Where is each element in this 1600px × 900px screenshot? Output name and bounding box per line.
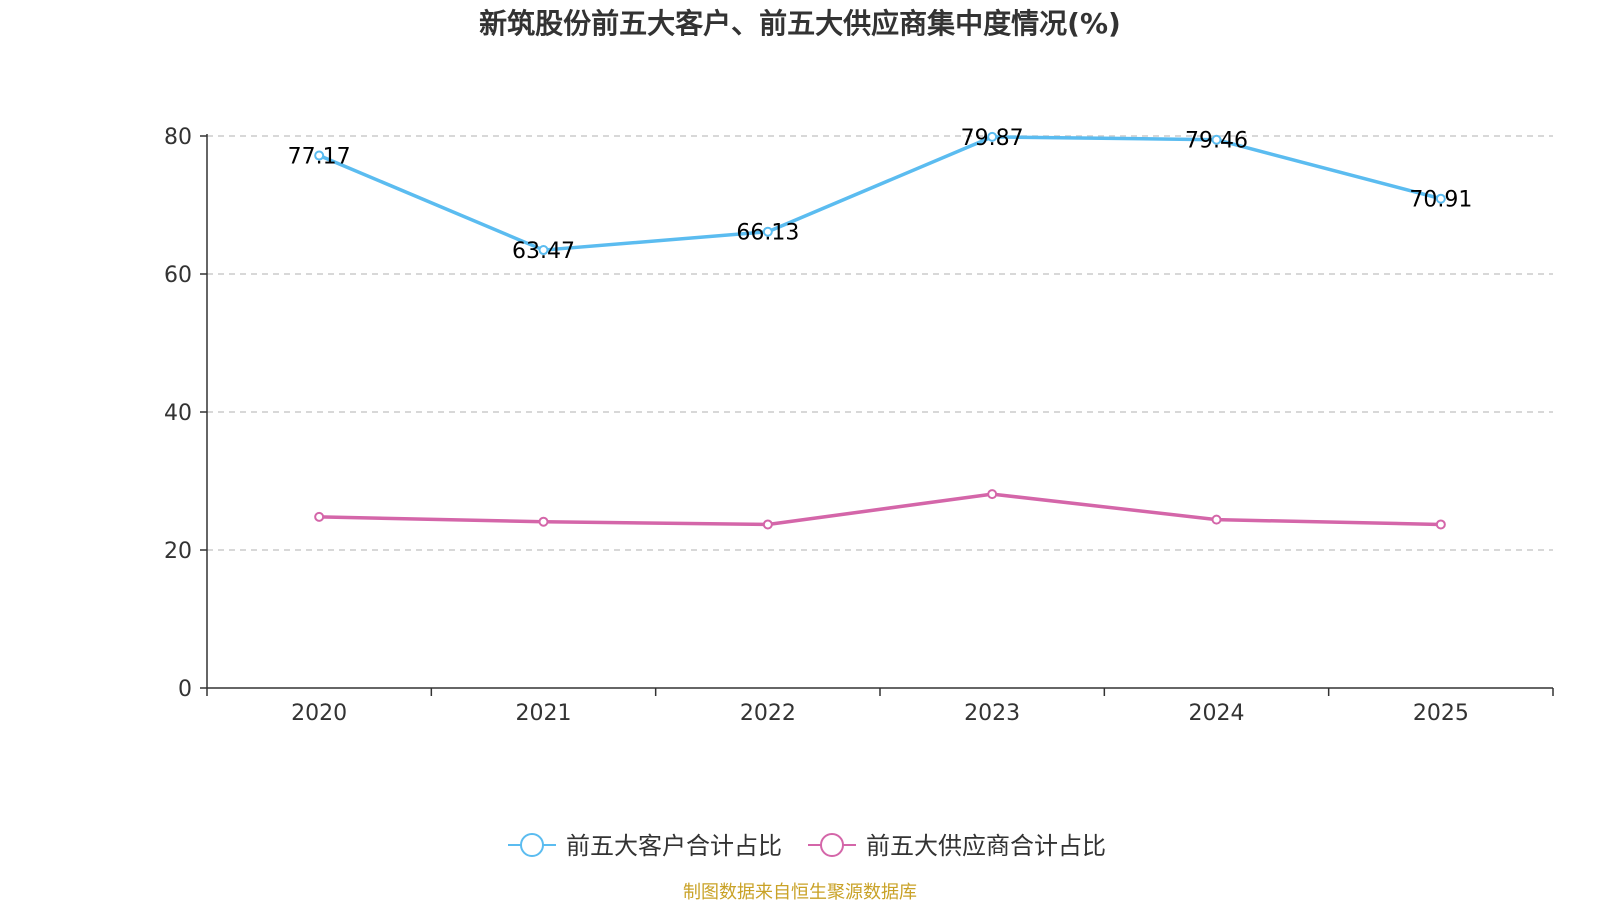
data-point [538, 245, 549, 256]
data-point [762, 226, 773, 237]
series-line-0 [318, 135, 1442, 252]
y-tick-label: 20 [164, 539, 192, 564]
series-line-1 [319, 492, 1441, 527]
data-point [538, 516, 549, 527]
x-tick-label: 2025 [1413, 701, 1469, 726]
grid-lines [207, 135, 1553, 551]
data-point [1211, 514, 1222, 525]
series-layer [314, 131, 1446, 530]
axes: 0 20 40 60 80 2020 2021 2022 2023 2024 2025 [164, 125, 1554, 726]
data-point [1435, 519, 1446, 530]
legend: 前五大客户合计占比 前五大供应商合计占比 [508, 832, 1106, 860]
chart-title: 新筑股份前五大客户、前五大供应商集中度情况(%) [479, 7, 1121, 40]
data-point [987, 131, 998, 142]
x-tick-label: 2022 [740, 701, 796, 726]
y-tick-label: 0 [178, 677, 192, 702]
legend-marker [520, 833, 544, 857]
data-point [762, 519, 773, 530]
data-point [1435, 193, 1446, 204]
legend-marker [820, 833, 844, 857]
data-label: 79.46 [1185, 129, 1248, 154]
x-tick-label: 2021 [516, 701, 572, 726]
legend-label: 前五大客户合计占比 [566, 832, 782, 860]
data-label: 66.13 [736, 221, 799, 246]
data-label: 77.17 [288, 145, 351, 170]
y-tick-label: 60 [164, 263, 192, 288]
data-point [314, 511, 325, 522]
y-tick-label: 80 [164, 125, 192, 150]
legend-label: 前五大供应商合计占比 [866, 832, 1106, 860]
source-note: 制图数据来自恒生聚源数据库 [683, 882, 917, 900]
data-point [1211, 134, 1222, 145]
data-labels: 77.17 63.47 66.13 79.87 79.46 70.91 [288, 126, 1473, 264]
data-label: 79.87 [961, 126, 1024, 151]
data-label: 70.91 [1409, 188, 1472, 213]
data-point [314, 150, 325, 161]
x-tick-label: 2024 [1189, 701, 1245, 726]
x-tick-label: 2020 [291, 701, 347, 726]
x-tick-label: 2023 [964, 701, 1020, 726]
y-tick-label: 40 [164, 401, 192, 426]
data-label: 63.47 [512, 239, 575, 264]
data-point [987, 489, 998, 500]
